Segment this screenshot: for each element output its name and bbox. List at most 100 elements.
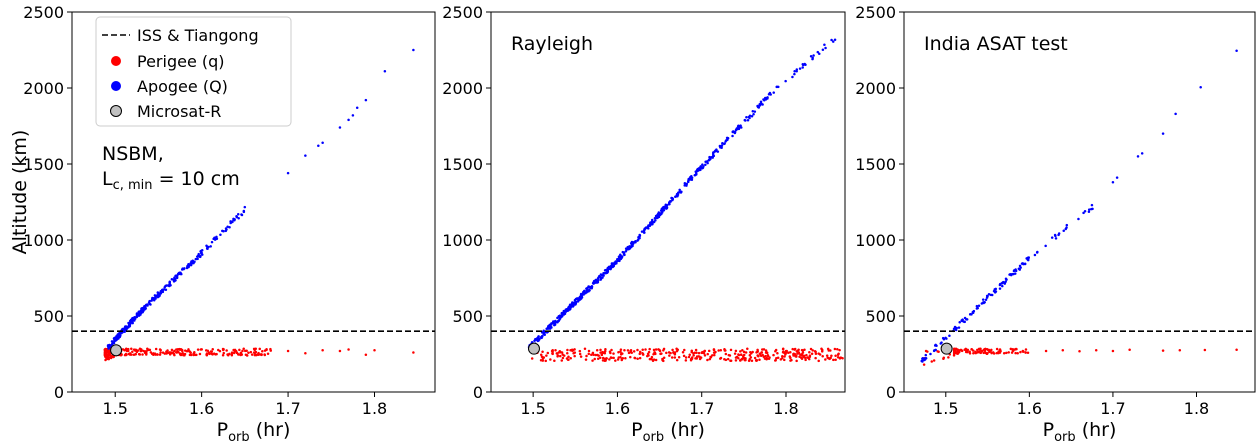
apogee-point [128, 324, 132, 328]
perigee-point [781, 350, 785, 354]
apogee-point [823, 43, 826, 46]
apogee-point [1054, 237, 1058, 240]
perigee-point [1019, 350, 1022, 354]
perigee-point [221, 354, 225, 357]
perigee-point [808, 354, 812, 357]
perigee-point [263, 353, 266, 356]
apogee-point [687, 180, 690, 184]
perigee-point [1161, 349, 1165, 352]
apogee-point [832, 40, 835, 43]
perigee-point [153, 352, 157, 355]
apogee-point [198, 255, 202, 259]
perigee-point [760, 351, 763, 354]
perigee-point [125, 349, 129, 352]
x-tick-label: 1.7 [689, 399, 714, 418]
apogee-point [948, 334, 951, 337]
perigee-point [739, 359, 742, 362]
apogee-point [824, 46, 827, 50]
perigee-point [810, 352, 814, 355]
perigee-point [539, 359, 543, 362]
perigee-point [942, 357, 945, 360]
perigee-point [257, 353, 260, 356]
perigee-point [617, 351, 620, 354]
apogee-point [153, 294, 157, 297]
perigee-point [228, 352, 231, 356]
apogee-point [1003, 282, 1007, 285]
apogee-point [656, 216, 659, 219]
apogee-point [236, 212, 240, 216]
perigee-point [692, 354, 695, 357]
apogee-point [777, 85, 780, 89]
apogee-point [159, 292, 163, 295]
perigee-point [189, 351, 192, 355]
apogee-point [173, 279, 177, 282]
apogee-point [235, 214, 238, 218]
apogee-point [582, 293, 585, 296]
perigee-point [820, 350, 824, 353]
perigee-point [205, 353, 208, 356]
perigee-point [729, 359, 733, 363]
perigee-point [590, 353, 593, 356]
perigee-point [834, 358, 837, 362]
perigee-point [826, 356, 829, 359]
perigee-point [230, 354, 234, 357]
apogee-point [998, 287, 1002, 290]
apogee-point [1090, 203, 1094, 207]
apogee-point [793, 69, 796, 73]
apogee-point [566, 307, 570, 310]
apogee-point [185, 266, 189, 270]
perigee-point [624, 356, 627, 360]
perigee-point [554, 349, 557, 352]
perigee-point [557, 351, 560, 354]
perigee-point [757, 355, 760, 358]
apogee-point [542, 329, 545, 333]
apogee-point [1199, 85, 1202, 89]
perigee-point [145, 353, 148, 356]
apogee-point [107, 346, 111, 349]
perigee-point [697, 355, 700, 358]
apogee-point [683, 181, 687, 185]
apogee-point [562, 309, 566, 313]
apogee-point [540, 335, 544, 338]
perigee-point [620, 352, 623, 355]
apogee-point [617, 255, 621, 258]
perigee-point [573, 348, 576, 351]
x-tick-label: 1.7 [1100, 399, 1125, 418]
apogee-point [168, 281, 171, 284]
perigee-point [762, 348, 766, 351]
perigee-point [1128, 348, 1131, 351]
apogee-point [725, 139, 728, 142]
perigee-point [648, 357, 652, 361]
apogee-point [575, 297, 579, 300]
perigee-point [759, 354, 763, 358]
perigee-point [719, 356, 723, 360]
perigee-point [657, 348, 660, 351]
perigee-point [947, 356, 950, 359]
perigee-point [1061, 348, 1065, 352]
perigee-point [744, 351, 748, 354]
apogee-point [981, 298, 985, 301]
perigee-point [593, 357, 596, 361]
perigee-point [936, 350, 939, 353]
apogee-point [243, 205, 247, 209]
perigee-point [630, 351, 633, 355]
apogee-point [687, 177, 690, 181]
perigee-point [641, 348, 644, 352]
perigee-point [974, 350, 977, 354]
perigee-point [127, 352, 130, 356]
apogee-point [1012, 269, 1016, 273]
apogee-point [1064, 227, 1068, 231]
x-axis-label: Porb (hr) [631, 419, 705, 445]
perigee-point [983, 347, 986, 351]
perigee-point [668, 354, 671, 357]
apogee-point [803, 62, 806, 66]
apogee-point [921, 357, 925, 360]
perigee-point [723, 357, 726, 361]
apogee-point [212, 237, 215, 241]
apogee-point [758, 103, 761, 106]
apogee-point [137, 313, 141, 317]
apogee-point [599, 278, 602, 281]
axes-frame [903, 11, 1256, 393]
apogee-point [226, 225, 229, 228]
perigee-point [247, 351, 250, 355]
